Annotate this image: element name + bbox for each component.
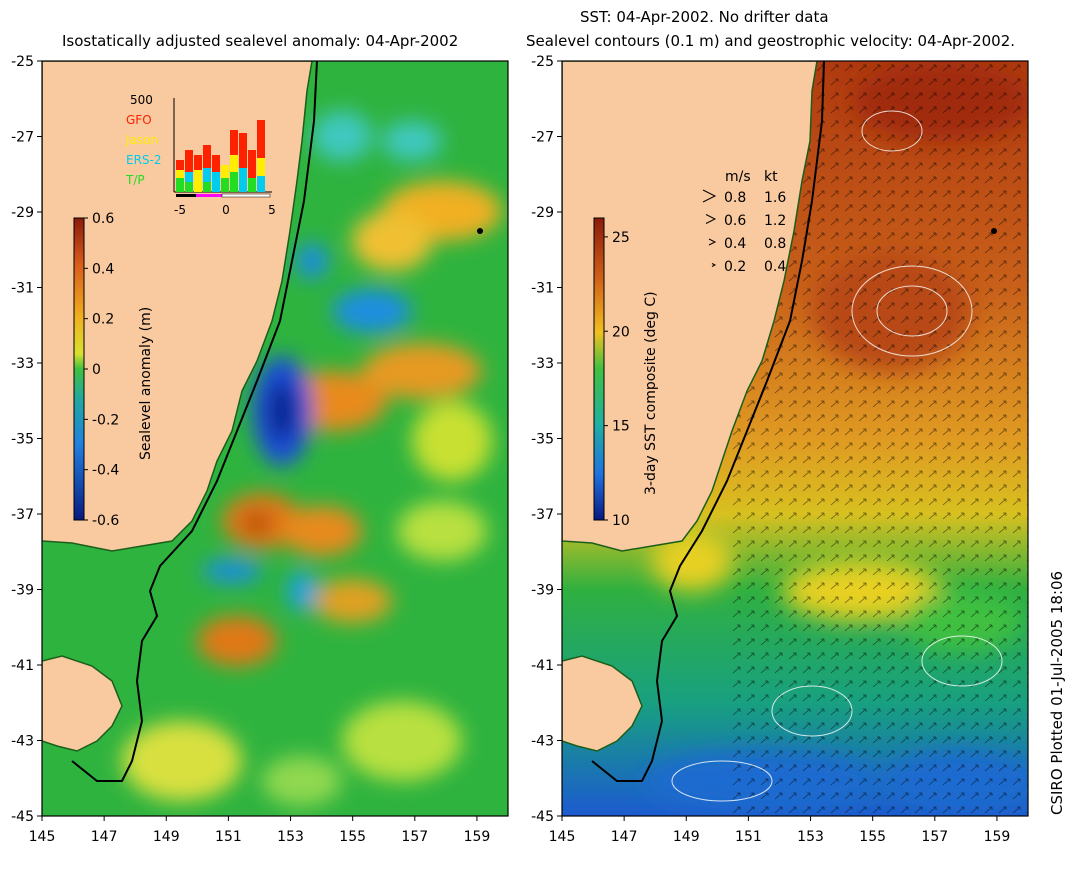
left-colorbar-label: Sealevel anomaly (m) [138, 307, 154, 460]
colorbar-tick-label: 25 [612, 230, 630, 246]
inset-legend-t-p: T/P [125, 173, 145, 187]
tasmania-right [562, 655, 643, 752]
inset-x-tick-label: -5 [174, 203, 186, 217]
shelf-contour [71, 61, 318, 782]
mainland-australia-right [562, 61, 818, 552]
right-colorbar-label: 3-day SST composite (deg C) [643, 291, 659, 495]
right-lon-label: 155 [859, 829, 886, 845]
velocity-key-kt: 1.6 [764, 190, 786, 206]
left-lat-label: -29 [11, 205, 34, 221]
left-lon-label: 151 [215, 829, 242, 845]
inset-legend-ers-2: ERS-2 [126, 153, 162, 167]
left-lat-label: -37 [11, 507, 34, 523]
right-map-title-line1: SST: 04-Apr-2002. No drifter data [580, 8, 829, 26]
velocity-key-header-kt: kt [764, 169, 778, 185]
left-lon-label: 157 [401, 829, 428, 845]
island-marker-right [991, 228, 997, 234]
right-lat-label: -31 [531, 281, 554, 297]
right-lat-label: -25 [531, 54, 554, 70]
right-lon-label: 149 [673, 829, 700, 845]
left-lon-label: 147 [91, 829, 118, 845]
velocity-key-arrow [705, 214, 717, 224]
velocity-key-arrow [702, 189, 717, 203]
velocity-key-ms: 0.6 [724, 213, 746, 229]
right-lat-label: -45 [531, 809, 554, 825]
colorbar-tick-label: 0.4 [92, 261, 114, 277]
inset-top-label: 500 [130, 93, 153, 107]
right-map-title-line2: Sealevel contours (0.1 m) and geostrophi… [526, 32, 1016, 50]
left-lat-label: -43 [11, 734, 34, 750]
left-lat-label: -25 [11, 54, 34, 70]
left-lon-label: 159 [464, 829, 491, 845]
left-lat-label: -41 [11, 658, 34, 674]
anomaly-field [122, 111, 502, 806]
colorbar-tick-label: 15 [612, 419, 630, 435]
colorbar-tick-label: 0 [92, 362, 101, 378]
right-lat-label: -39 [531, 583, 554, 599]
colorbar-tick-label: 0.6 [92, 211, 114, 227]
right-lat-label: -37 [531, 507, 554, 523]
velocity-key-ms: 0.8 [724, 190, 746, 206]
inset-bars [176, 120, 265, 192]
tasmania [42, 655, 123, 752]
left-lat-label: -27 [11, 130, 34, 146]
sst-map [562, 61, 1028, 816]
colorbar-tick-label: -0.6 [92, 513, 119, 529]
right-lat-label: -27 [531, 130, 554, 146]
left-lat-label: -35 [11, 432, 34, 448]
velocity-key-kt: 1.2 [764, 213, 786, 229]
right-lat-label: -29 [531, 205, 554, 221]
left-map-title: Isostatically adjusted sealevel anomaly:… [62, 32, 459, 50]
right-lat-label: -43 [531, 734, 554, 750]
inset-x-tick-label: 5 [268, 203, 276, 217]
shelf-contour-right [591, 61, 825, 782]
right-lat-label: -41 [531, 658, 554, 674]
left-lat-label: -33 [11, 356, 34, 372]
sealevel-anomaly-map [42, 61, 508, 816]
velocity-key-arrow [708, 238, 717, 246]
left-lon-label: 155 [339, 829, 366, 845]
inset-legend-jason: Jason [125, 133, 158, 147]
velocity-key-ms: 0.4 [724, 236, 746, 252]
velocity-key-ms: 0.2 [724, 259, 746, 275]
colorbar-tick-label: 10 [612, 513, 630, 529]
right-colorbar-gradient [593, 217, 605, 521]
left-lat-label: -31 [11, 281, 34, 297]
velocity-key-kt: 0.8 [764, 236, 786, 252]
inset-legend-gfo: GFO [126, 113, 152, 127]
right-lon-label: 153 [797, 829, 824, 845]
velocity-key-kt: 0.4 [764, 259, 786, 275]
right-lon-label: 147 [611, 829, 638, 845]
right-lon-label: 157 [921, 829, 948, 845]
right-lon-label: 159 [984, 829, 1011, 845]
inset-x-tick-label: 0 [222, 203, 230, 217]
right-lon-label: 145 [549, 829, 576, 845]
colorbar-tick-label: 0.2 [92, 312, 114, 328]
left-lon-label: 153 [277, 829, 304, 845]
colorbar-tick-label: 20 [612, 324, 630, 340]
left-lon-label: 145 [29, 829, 56, 845]
sealevel-contours [671, 110, 1003, 802]
right-lat-label: -35 [531, 432, 554, 448]
right-lon-label: 151 [735, 829, 762, 845]
island-marker [477, 228, 483, 234]
left-lat-label: -45 [11, 809, 34, 825]
colorbar-tick-label: -0.4 [92, 463, 119, 479]
right-lat-label: -33 [531, 356, 554, 372]
colorbar-tick-label: -0.2 [92, 412, 119, 428]
left-lat-label: -39 [11, 583, 34, 599]
left-lon-label: 149 [153, 829, 180, 845]
velocity-key-header-ms: m/s [725, 169, 751, 185]
velocity-key-arrow [711, 263, 717, 267]
